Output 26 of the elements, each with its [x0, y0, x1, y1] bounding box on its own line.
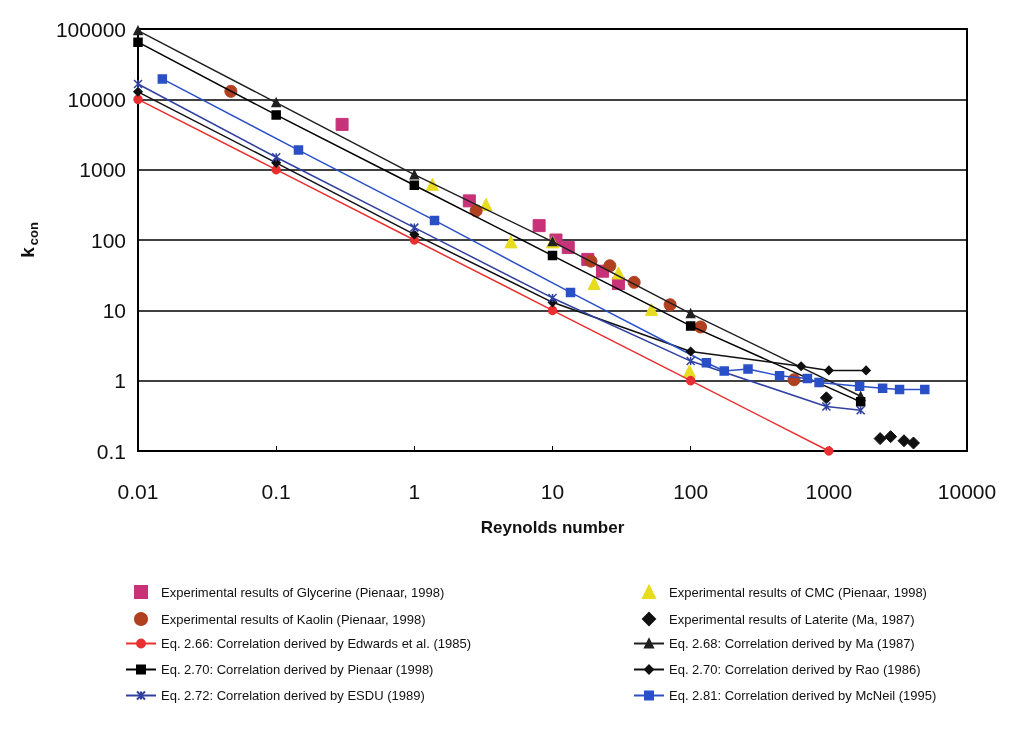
x-tick-label: 0.01 [117, 480, 159, 503]
legend-label: Experimental results of Laterite (Ma, 1987) [669, 611, 915, 627]
y-tick-label: 1 [114, 369, 126, 393]
legend-label: Experimental results of Kaolin (Pienaar, 1998) [161, 611, 426, 627]
x-tick-label: 0.1 [261, 480, 291, 503]
legend-label: Eq. 2.66: Correlation derived by Edwards et al. (1985) [161, 636, 472, 651]
y-tick-label: 100000 [55, 17, 126, 41]
y-tick-label: 1000 [79, 158, 126, 182]
x-tick-label: 1 [408, 480, 421, 503]
legend-label: Eq. 2.68: Correlation derived by Ma (1987) [669, 636, 915, 651]
y-tick-label: 100 [90, 228, 126, 252]
legend-label: Eq. 2.72: Correlation derived by ESDU (1989) [161, 688, 425, 703]
legend-label: Eq. 2.81: Correlation derived by McNeil (1995) [669, 688, 937, 703]
legend-label: Eq. 2.70: Correlation derived by Pienaar (1998) [161, 662, 434, 677]
legend-label: Experimental results of Glycerine (Pienaar, 1998) [161, 584, 445, 600]
x-axis-title: Reynolds number [480, 518, 625, 537]
legend-label: Eq. 2.70: Correlation derived by Rao (1986) [669, 662, 921, 677]
x-tick-label: 100 [673, 480, 709, 503]
legend-label: Experimental results of CMC (Pienaar, 1998) [669, 584, 927, 600]
x-tick-label: 1000 [805, 480, 853, 503]
x-tick-label: 10 [540, 480, 565, 503]
y-axis-title: kcon [16, 222, 41, 258]
y-tick-label: 10 [102, 298, 126, 322]
x-tick-label: 10000 [937, 480, 997, 503]
y-tick-label: 0.1 [96, 439, 126, 463]
y-tick-label: 10000 [67, 87, 126, 111]
